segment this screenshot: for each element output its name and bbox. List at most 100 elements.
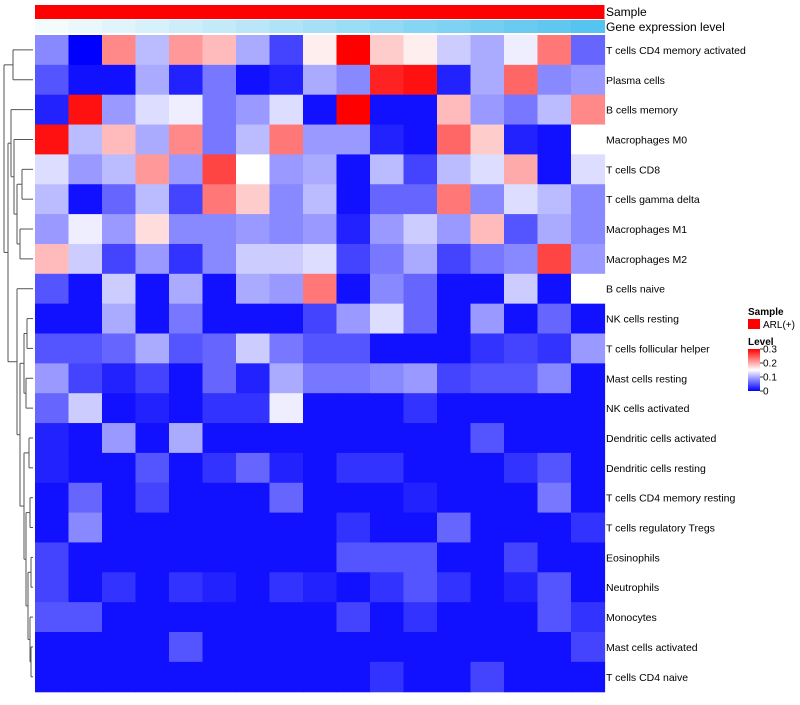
heatmap-cell bbox=[269, 303, 304, 335]
legend-sample-swatch bbox=[748, 319, 760, 329]
heatmap-cell bbox=[470, 512, 505, 544]
heatmap-cell bbox=[303, 243, 338, 275]
heatmap-cell bbox=[403, 154, 438, 185]
heatmap-cell bbox=[303, 333, 338, 364]
heatmap-cell bbox=[35, 393, 70, 424]
heatmap-cell bbox=[370, 393, 405, 424]
row-labels: T cells CD4 memory activated Plasma cells… bbox=[606, 45, 746, 684]
heatmap-cell bbox=[35, 243, 70, 275]
row-label: Dendritic cells activated bbox=[606, 433, 716, 445]
heatmap-cell bbox=[504, 393, 539, 424]
heatmap-cell bbox=[135, 243, 170, 275]
heatmap-cell bbox=[68, 423, 103, 454]
heatmap-cell bbox=[303, 452, 338, 484]
heatmap-cell bbox=[303, 303, 338, 335]
heatmap-cell bbox=[35, 35, 70, 66]
heatmap-cell bbox=[336, 393, 371, 424]
heatmap-cell bbox=[537, 154, 572, 185]
heatmap-cell bbox=[35, 64, 70, 96]
heatmap-cell bbox=[135, 363, 170, 394]
heatmap-cell bbox=[135, 94, 170, 126]
heatmap-cell bbox=[537, 632, 572, 663]
heatmap-cell bbox=[202, 64, 237, 96]
heatmap-cell bbox=[470, 333, 505, 364]
heatmap-cell bbox=[236, 602, 271, 633]
row-label: NK cells resting bbox=[606, 314, 679, 326]
gene-expression-track-cell bbox=[135, 20, 170, 33]
heatmap-cell bbox=[403, 632, 438, 663]
heatmap-cell bbox=[537, 452, 572, 484]
heatmap-cell bbox=[370, 214, 405, 245]
heatmap-cell bbox=[202, 333, 237, 364]
heatmap-cell bbox=[169, 423, 204, 454]
heatmap-cell bbox=[236, 94, 271, 126]
heatmap-cell bbox=[35, 124, 70, 155]
heatmap-cell bbox=[68, 94, 103, 126]
heatmap-cell bbox=[336, 184, 371, 215]
row-label: Neutrophils bbox=[606, 582, 659, 594]
heatmap-cell bbox=[68, 512, 103, 544]
heatmap-cell bbox=[470, 363, 505, 394]
heatmap-cell bbox=[303, 184, 338, 215]
heatmap-cell bbox=[169, 482, 204, 514]
heatmap-cell bbox=[169, 273, 204, 305]
heatmap-cell bbox=[269, 35, 304, 66]
heatmap-cell bbox=[102, 124, 137, 155]
heatmap-cell bbox=[336, 273, 371, 305]
heatmap-cell bbox=[236, 214, 271, 245]
heatmap-cell bbox=[504, 512, 539, 544]
heatmap-cell bbox=[35, 452, 70, 484]
heatmap-cell bbox=[437, 184, 472, 215]
heatmap-cell bbox=[68, 363, 103, 394]
heatmap-cell bbox=[537, 214, 572, 245]
heatmap-cell bbox=[236, 572, 271, 603]
heatmap-cell bbox=[571, 333, 606, 364]
heatmap-cell bbox=[303, 94, 338, 126]
heatmap-cell bbox=[403, 661, 438, 693]
heatmap-cell bbox=[504, 632, 539, 663]
annotation-labels: Sample Gene expression level bbox=[606, 5, 725, 34]
heatmap-cell bbox=[571, 94, 606, 126]
heatmap-cell bbox=[537, 423, 572, 454]
heatmap-cell bbox=[269, 512, 304, 544]
heatmap-cell bbox=[269, 542, 304, 573]
heatmap-cell bbox=[470, 303, 505, 335]
heatmap-cell bbox=[504, 482, 539, 514]
heatmap-cell bbox=[135, 124, 170, 155]
heatmap-cell bbox=[135, 482, 170, 514]
heatmap-cell bbox=[303, 423, 338, 454]
heatmap-cell bbox=[303, 482, 338, 514]
heatmap-cell bbox=[202, 602, 237, 633]
heatmap-cell bbox=[68, 303, 103, 335]
heatmap-cell bbox=[537, 124, 572, 155]
heatmap-cell bbox=[470, 632, 505, 663]
heatmap-cell bbox=[135, 423, 170, 454]
heatmap-cell bbox=[35, 333, 70, 364]
legend-level-tick-label: 0.1 bbox=[763, 373, 777, 384]
heatmap-cell bbox=[504, 423, 539, 454]
heatmap-cell bbox=[437, 542, 472, 573]
heatmap-cell bbox=[269, 184, 304, 215]
heatmap-cell bbox=[571, 35, 606, 66]
heatmap-cell bbox=[35, 184, 70, 215]
heatmap-cell bbox=[504, 124, 539, 155]
gene-expression-track-cell bbox=[370, 20, 405, 33]
heatmap-cell bbox=[35, 154, 70, 185]
heatmap-cell bbox=[303, 512, 338, 544]
heatmap-cell bbox=[35, 542, 70, 573]
heatmap-cell bbox=[202, 94, 237, 126]
heatmap-cell bbox=[504, 363, 539, 394]
heatmap-cell bbox=[470, 602, 505, 633]
heatmap-cell bbox=[470, 572, 505, 603]
heatmap-cell bbox=[504, 214, 539, 245]
legend-level-colorbar bbox=[748, 349, 760, 391]
legend-level-tick-label: 0 bbox=[763, 387, 769, 398]
heatmap-cell bbox=[370, 632, 405, 663]
heatmap-cell bbox=[102, 243, 137, 275]
heatmap-cell bbox=[437, 423, 472, 454]
heatmap-cell bbox=[504, 333, 539, 364]
heatmap-cell bbox=[202, 243, 237, 275]
heatmap-cell bbox=[571, 602, 606, 633]
heatmap-cell bbox=[437, 482, 472, 514]
heatmap-cell bbox=[571, 512, 606, 544]
